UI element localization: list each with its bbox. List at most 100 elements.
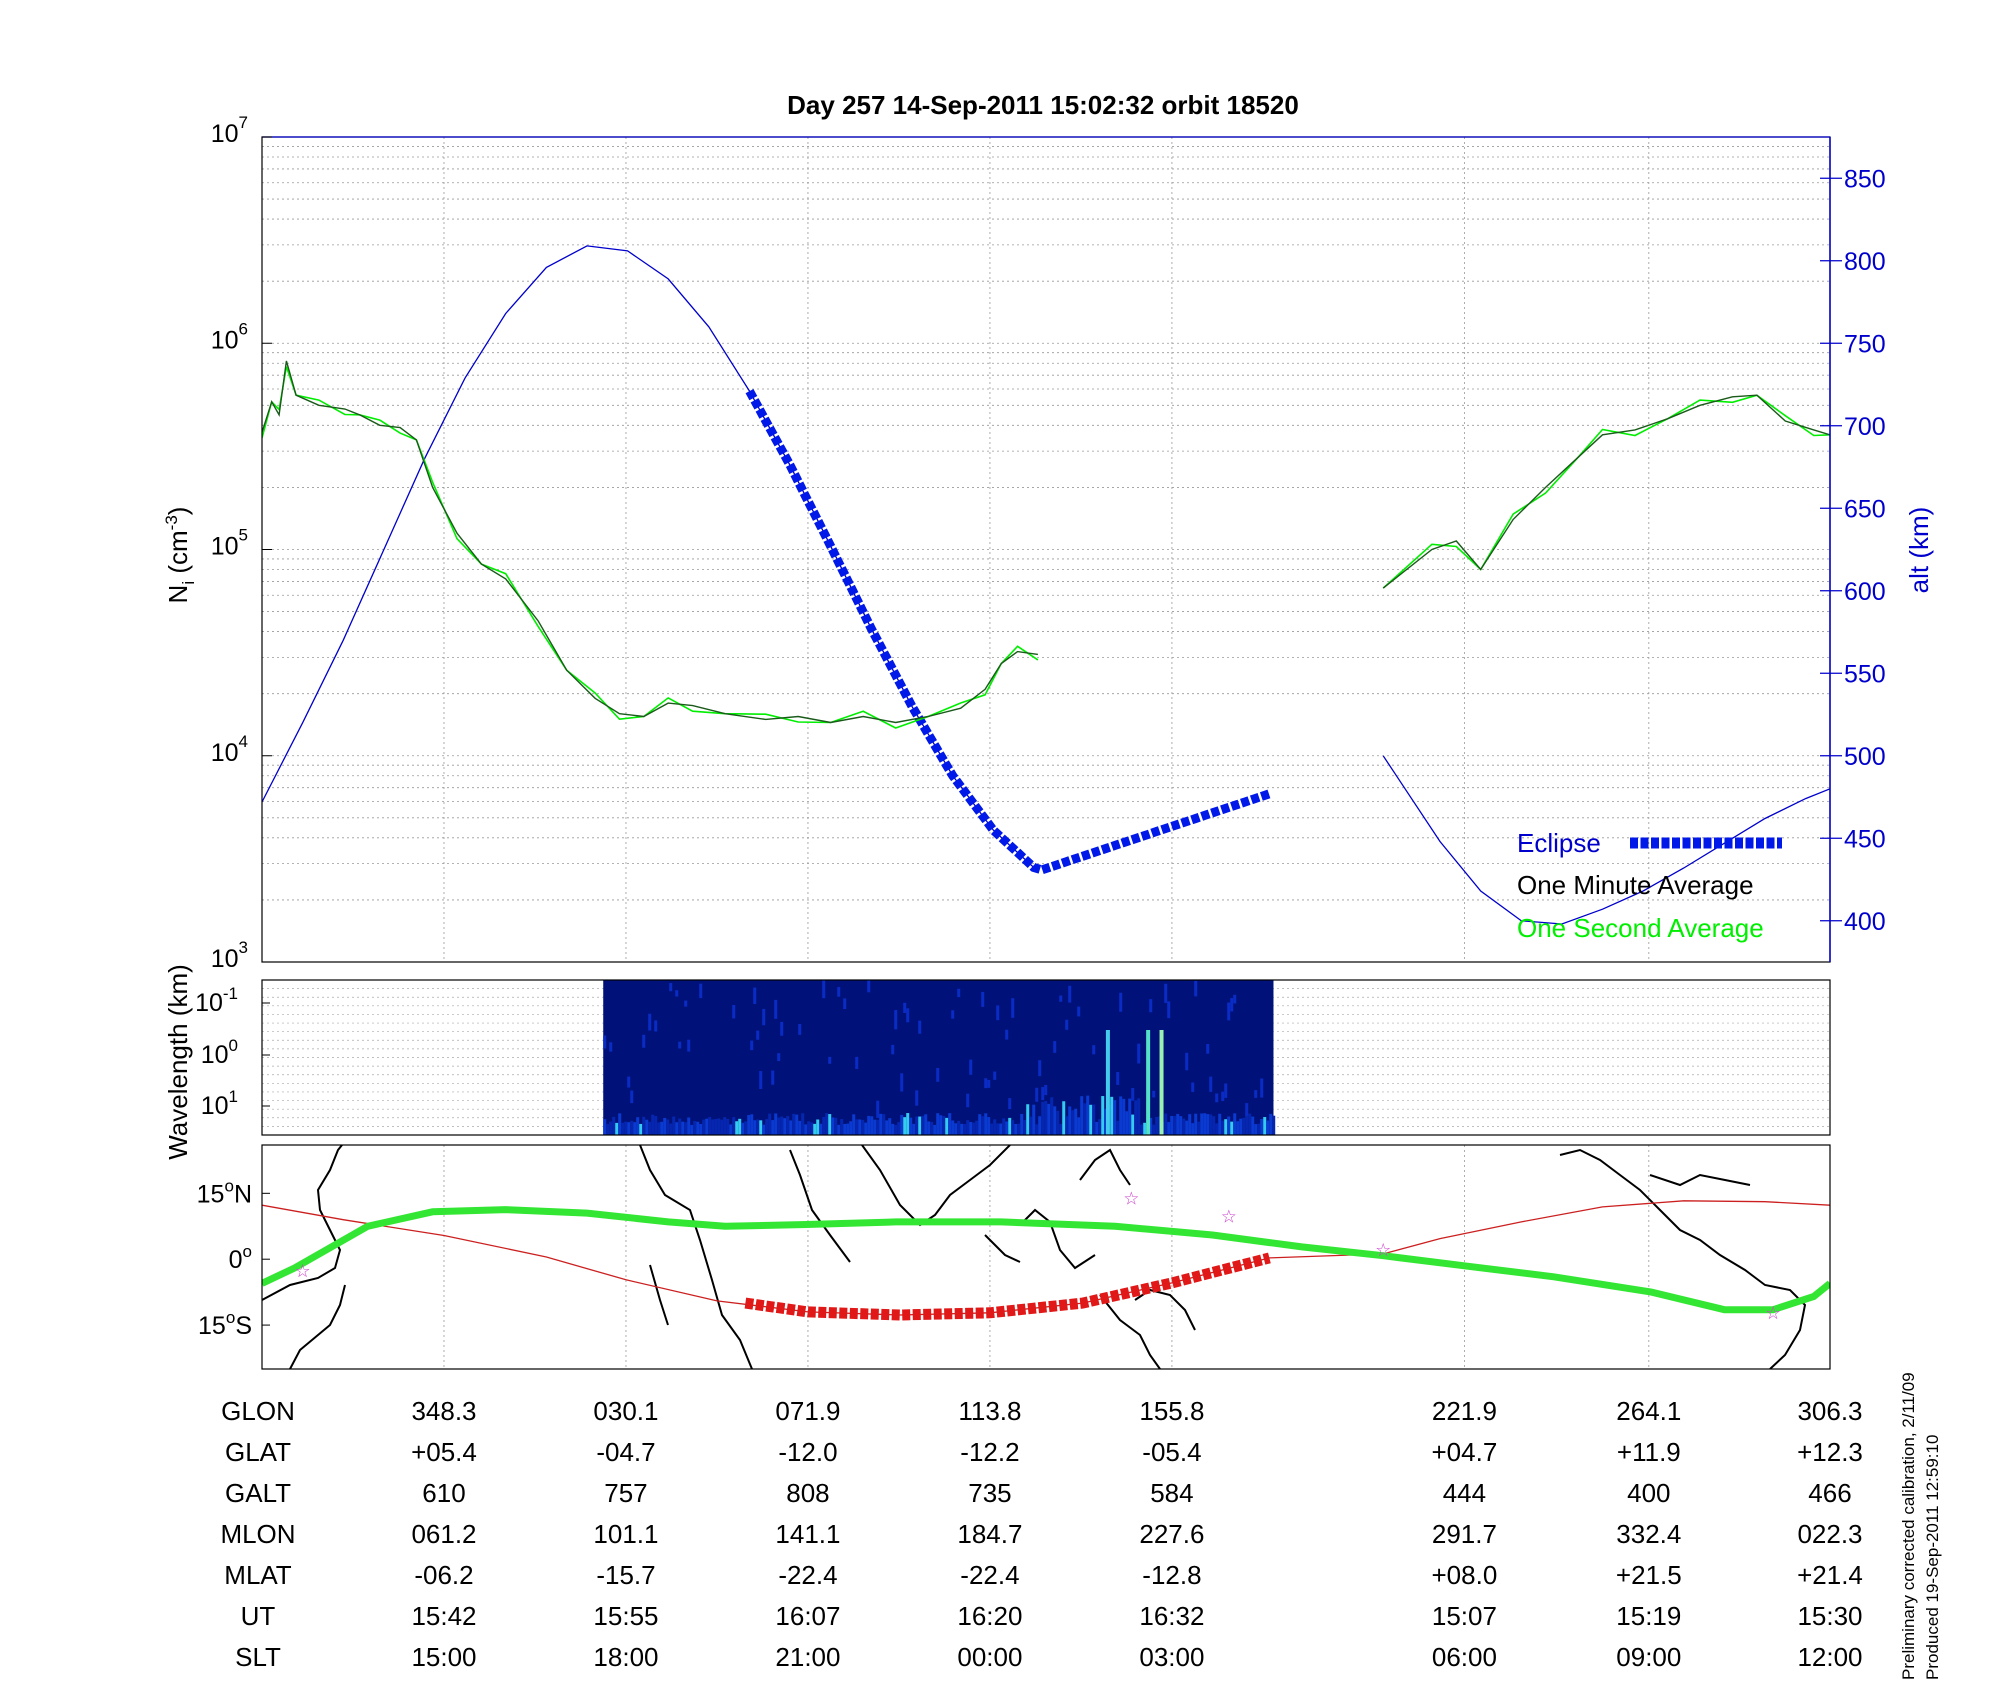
spectro-column [978, 1114, 982, 1135]
altitude-tick-label: 550 [1844, 660, 1886, 688]
spectro-speckle [828, 1056, 832, 1064]
spectro-column [678, 1118, 682, 1135]
spectro-column [900, 1114, 904, 1135]
spectro-column [855, 1119, 859, 1135]
spectro-speckle [1077, 1006, 1081, 1017]
spectro-column [945, 1117, 949, 1135]
eclipse-track-line [744, 1252, 1271, 1321]
map-frame [261, 1144, 1831, 1370]
spectro-column [675, 1122, 679, 1135]
table-row-label: UT [241, 1601, 276, 1631]
spectro-speckle [777, 1053, 781, 1062]
spectro-column [1026, 1104, 1030, 1135]
spectro-speckle [1008, 1098, 1012, 1110]
spectro-column [1143, 1122, 1147, 1135]
table-cell: +21.5 [1616, 1560, 1682, 1590]
wavelength-spectrogram [603, 980, 1276, 1135]
spectro-speckle [675, 990, 679, 997]
spectro-column [1188, 1114, 1192, 1135]
spectro-column [1005, 1121, 1009, 1135]
spectro-speckle [1224, 1083, 1228, 1098]
spectro-speckle [981, 991, 985, 1007]
spectro-column [837, 1124, 841, 1135]
map-grid [443, 1145, 1650, 1369]
spectro-speckle [1053, 1041, 1057, 1053]
table-cell: +11.9 [1617, 1437, 1681, 1467]
spectro-column [1116, 1120, 1120, 1135]
altitude-tick-label: 800 [1844, 248, 1886, 276]
table-cell: 00:00 [957, 1642, 1022, 1672]
spectro-column [816, 1119, 820, 1135]
spectro-column [1137, 1098, 1141, 1135]
table-row-label: SLT [235, 1642, 281, 1672]
spectro-speckle [957, 988, 961, 998]
spectro-column [906, 1113, 910, 1135]
spectro-column [1248, 1113, 1252, 1135]
spectro-speckle [969, 1059, 973, 1075]
altitude-y-ticks: 400 450 500 550 600 650 700 750 800 850 [1820, 165, 1886, 936]
eclipse-altitude-line [745, 388, 1271, 875]
spectro-column [1233, 1113, 1237, 1135]
table-cell: 16:20 [957, 1601, 1022, 1631]
legend-one-minute-label: One Minute Average [1517, 870, 1754, 900]
table-cell: 15:30 [1797, 1601, 1862, 1631]
spectro-column [693, 1120, 697, 1135]
spectro-column [1239, 1118, 1243, 1135]
spectro-column [1092, 1104, 1096, 1135]
spectro-column [1104, 1108, 1108, 1135]
spectro-column [642, 1116, 646, 1135]
spectro-column [840, 1119, 844, 1135]
spectro-column [999, 1123, 1003, 1135]
spectro-column [960, 1123, 964, 1135]
chart-title: Day 257 14-Sep-2011 15:02:32 orbit 18520 [787, 90, 1299, 120]
spectro-speckle [1092, 1045, 1096, 1055]
spectro-column [615, 1122, 619, 1135]
coastline-segment [1649, 1173, 1751, 1187]
spectro-column [1182, 1118, 1186, 1135]
spectro-column [1077, 1117, 1081, 1135]
spectro-column [879, 1113, 883, 1135]
spectro-speckle [1221, 1091, 1225, 1101]
event-star: ☆ [1375, 1240, 1391, 1261]
density-grid [262, 137, 1831, 962]
altitude-tick-label: 500 [1844, 743, 1886, 771]
spectro-column [1047, 1103, 1051, 1135]
spectro-column [993, 1119, 997, 1135]
table-cell: 227.6 [1139, 1519, 1204, 1549]
spectro-column [1083, 1103, 1087, 1135]
table-cell: -22.4 [960, 1560, 1019, 1590]
spectro-column [939, 1115, 943, 1135]
spectro-speckle [987, 1079, 991, 1088]
table-cell: 030.1 [593, 1396, 658, 1426]
latitude-tick-label: 15oS [198, 1308, 252, 1340]
spectro-speckle [1215, 1093, 1219, 1103]
spectro-speckle [780, 1021, 784, 1036]
table-cell: +21.4 [1797, 1560, 1863, 1590]
table-cell: -12.8 [1142, 1560, 1201, 1590]
coastlines [262, 1145, 1807, 1369]
spectro-speckle [1041, 1087, 1045, 1101]
spectro-column [1242, 1117, 1246, 1135]
spectro-column [645, 1119, 649, 1135]
calibration-note: Preliminary corrected calibration, 2/11/… [1899, 1372, 1918, 1680]
spectro-column [660, 1121, 664, 1135]
spectro-column [741, 1122, 745, 1135]
spectro-column [1155, 1116, 1159, 1135]
density-tick-label: 106 [211, 319, 248, 354]
wavelength-tick-label: 101 [201, 1087, 238, 1120]
table-row-label: MLON [220, 1519, 295, 1549]
spectro-column [819, 1123, 823, 1135]
spectro-column [891, 1123, 895, 1135]
spectro-column [606, 1124, 610, 1135]
spectro-speckle [1260, 1078, 1264, 1098]
produced-note: Produced 19-Sep-2011 12:59:10 [1923, 1435, 1942, 1680]
spectro-column [1098, 1119, 1102, 1135]
spectro-column [1014, 1124, 1018, 1135]
spectro-column [1062, 1101, 1066, 1135]
spectrogram-grid [262, 988, 1830, 1127]
table-cell: -22.4 [778, 1560, 837, 1590]
latitude-ticks: 15oN 0o 15oS [197, 1176, 270, 1340]
spectro-column [717, 1118, 721, 1135]
table-cell: 735 [968, 1478, 1011, 1508]
wavelength-axis-label: Wavelength (km) [163, 964, 193, 1160]
